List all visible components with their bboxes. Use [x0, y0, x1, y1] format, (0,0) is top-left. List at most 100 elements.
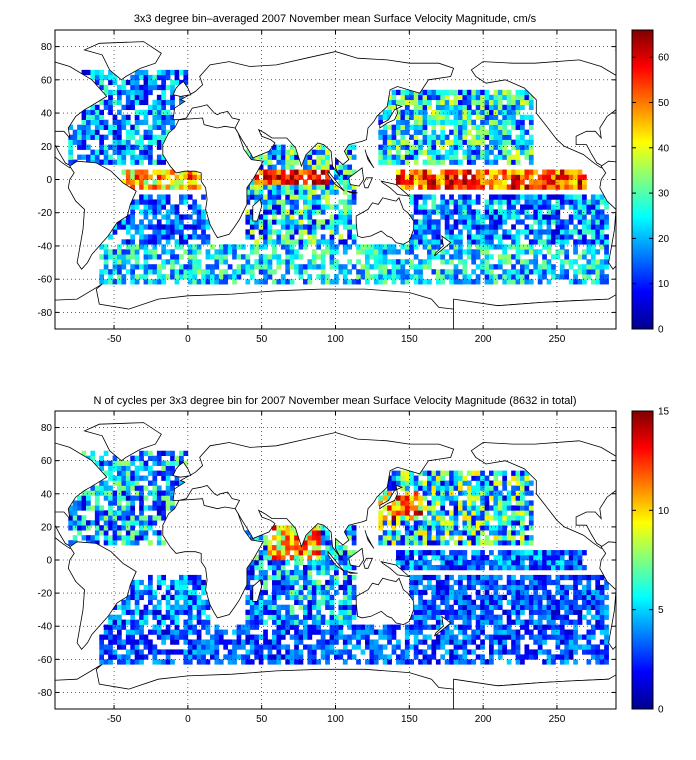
bin-cell	[489, 574, 494, 581]
bin-cell	[94, 159, 100, 165]
bin-cell	[444, 614, 450, 620]
bin-cell	[511, 214, 516, 220]
bin-cell	[480, 604, 485, 610]
bin-cell	[289, 624, 295, 630]
bin-cell	[311, 550, 317, 556]
bin-cell	[520, 520, 525, 526]
bin-cell	[466, 229, 472, 235]
bin-cell	[475, 114, 481, 120]
bin-cell	[329, 599, 335, 605]
bin-cell	[475, 199, 481, 205]
bin-cell	[307, 560, 313, 566]
bin-cell	[506, 154, 512, 160]
bin-cell	[311, 149, 317, 155]
bin-cell	[196, 629, 202, 635]
bin-cell	[520, 495, 525, 501]
bin-cell	[187, 639, 193, 645]
bin-cell	[484, 505, 490, 511]
bin-cell	[351, 584, 357, 591]
bin-cell	[311, 644, 317, 650]
bin-cell	[249, 584, 255, 591]
bin-cell	[303, 609, 308, 615]
bin-cell	[413, 525, 419, 531]
bin-cell	[440, 525, 446, 531]
bin-cell	[258, 279, 264, 285]
bin-cell	[409, 480, 415, 486]
bin-cell	[316, 149, 322, 155]
bin-cell	[555, 550, 561, 556]
bin-cell	[285, 589, 291, 596]
bin-cell	[179, 480, 184, 486]
bin-cell	[604, 254, 609, 260]
bin-cell	[466, 574, 472, 581]
bin-cell	[466, 94, 472, 101]
bin-cell	[489, 254, 494, 260]
bin-cell	[112, 224, 118, 230]
bin-cell	[139, 495, 144, 501]
bin-cell	[254, 639, 260, 645]
bin-cell	[555, 564, 561, 571]
land-outline	[380, 180, 411, 197]
bin-cell	[542, 244, 547, 250]
bin-cell	[413, 629, 419, 635]
bin-cell	[170, 505, 175, 511]
bin-cell	[480, 229, 485, 235]
bin-cell	[502, 515, 508, 521]
bin-cell	[165, 460, 171, 466]
bin-cell	[590, 654, 596, 660]
bin-cell	[409, 184, 415, 190]
bin-cell	[311, 540, 317, 546]
bin-cell	[586, 599, 592, 605]
bin-cell	[117, 249, 122, 255]
bin-cell	[187, 234, 193, 240]
bin-cell	[528, 124, 534, 130]
bin-cell	[72, 510, 78, 516]
bin-cell	[165, 99, 171, 106]
bin-cell	[183, 634, 189, 640]
bin-cell	[520, 475, 525, 481]
bin-cell	[396, 154, 401, 160]
bin-cell	[152, 470, 158, 476]
bin-cell	[187, 619, 193, 625]
bin-cell	[497, 179, 503, 185]
bin-cell	[595, 649, 601, 655]
bin-cell	[90, 114, 96, 120]
bin-cell	[347, 604, 353, 610]
bin-cell	[263, 269, 268, 275]
bin-cell	[590, 614, 596, 620]
x-tick-label: 250	[549, 334, 566, 345]
bin-cell	[99, 109, 105, 116]
bin-cell	[245, 659, 251, 665]
bin-cell	[546, 204, 552, 210]
bin-cell	[382, 144, 388, 150]
bin-cell	[493, 99, 499, 106]
bin-cell	[103, 124, 109, 130]
bin-cell	[316, 264, 322, 270]
bin-cell	[90, 74, 96, 81]
bin-cell	[334, 224, 339, 230]
bin-cell	[528, 555, 534, 561]
bin-cell	[263, 609, 268, 615]
bin-cell	[604, 579, 609, 586]
bin-cell	[174, 254, 180, 260]
bin-cell	[165, 229, 171, 235]
bin-cell	[524, 624, 530, 630]
bin-cell	[489, 214, 494, 220]
bin-cell	[435, 639, 441, 645]
bin-cell	[258, 560, 264, 566]
bin-cell	[294, 619, 299, 625]
bin-cell	[409, 555, 415, 561]
bin-cell	[311, 619, 317, 625]
bin-cell	[365, 644, 370, 650]
bin-cell	[258, 179, 264, 185]
bin-cell	[139, 99, 144, 106]
bin-cell	[130, 589, 136, 596]
bin-cell	[139, 535, 144, 541]
bin-cell	[334, 219, 339, 225]
bin-cell	[573, 274, 578, 280]
bin-cell	[258, 254, 264, 260]
bin-cell	[564, 184, 570, 190]
bin-cell	[555, 599, 561, 605]
bin-cell	[289, 614, 295, 620]
bin-cell	[307, 599, 313, 605]
